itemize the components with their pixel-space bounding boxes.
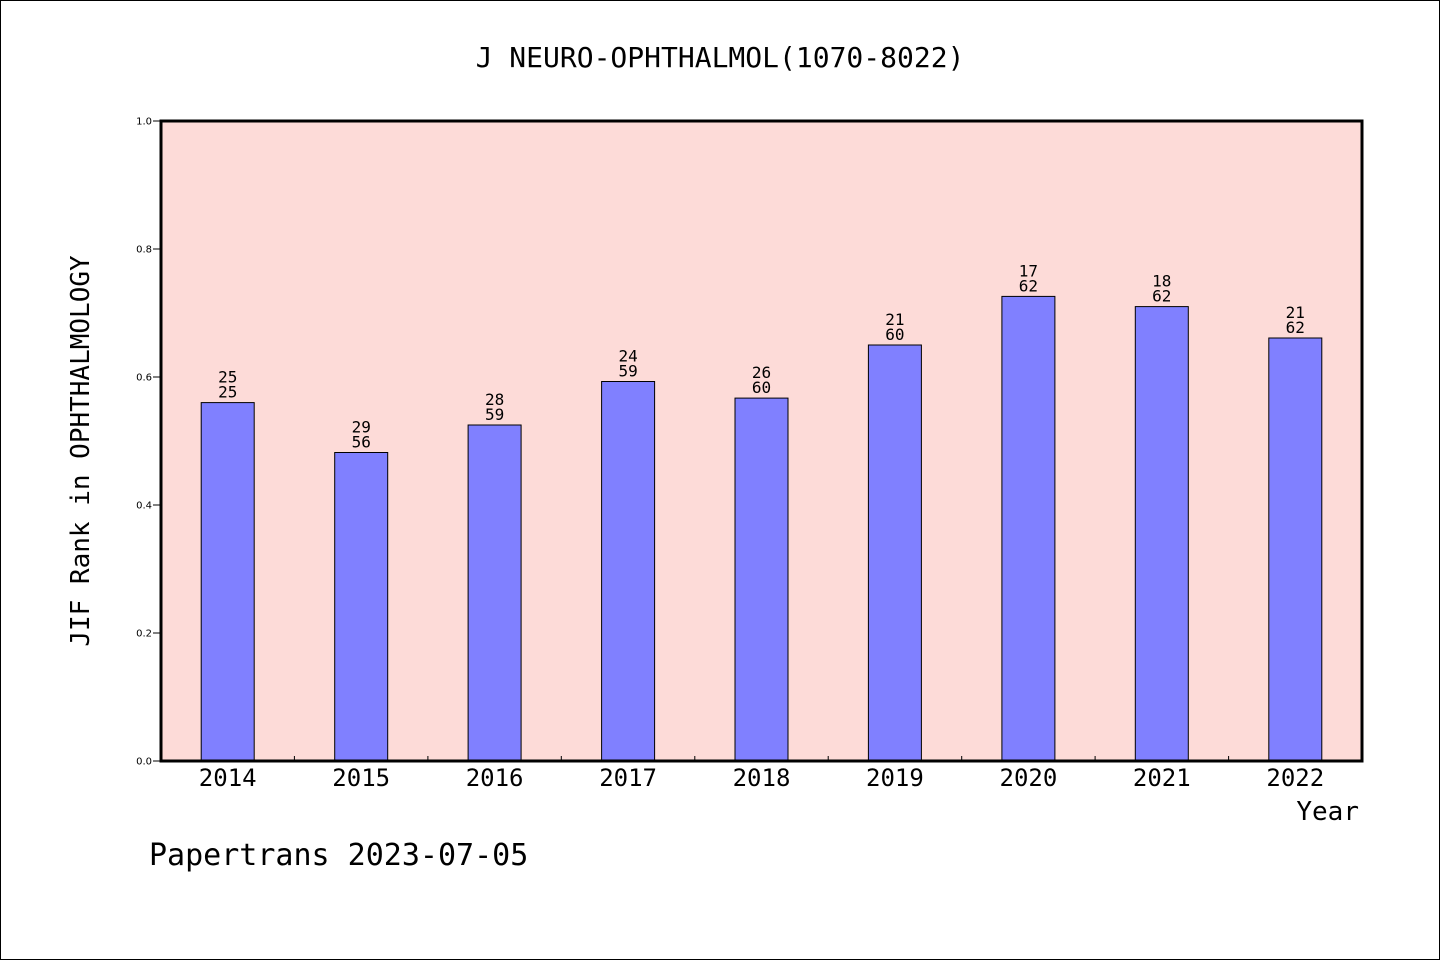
bar-rank-label-2020: 17: [1019, 261, 1038, 280]
bar-rank-label-2022: 21: [1286, 303, 1305, 322]
bar-2015: [334, 452, 389, 762]
y-axis-label: JIF Rank in OPHTHALMOLOGY: [66, 255, 96, 647]
x-tick-label-2017: 2017: [599, 764, 657, 792]
bar-2020: [1001, 295, 1056, 762]
bar-total-label-2015: 56: [352, 433, 371, 452]
y-tick-label: 0.6: [136, 373, 152, 384]
bar-2016: [467, 424, 522, 762]
x-tick-label-2016: 2016: [466, 764, 524, 792]
chart-title: J NEURO-OPHTHALMOL(1070-8022): [476, 41, 965, 74]
x-tick-label-2020: 2020: [1000, 764, 1058, 792]
bar-rank-label-2018: 26: [752, 363, 771, 382]
bar-rank-label-2019: 21: [885, 310, 904, 329]
bar-total-label-2018: 60: [752, 378, 771, 397]
x-tick-label-2022: 2022: [1266, 764, 1324, 792]
bar-total-label-2021: 62: [1152, 287, 1171, 306]
x-tick-label-2015: 2015: [332, 764, 390, 792]
x-axis-label: Year: [1296, 797, 1359, 827]
footer-credit: Papertrans 2023-07-05: [149, 838, 528, 873]
y-tick-label: 1.0: [136, 117, 152, 128]
bar-rank-label-2017: 24: [618, 347, 637, 366]
bar-2014: [200, 402, 255, 762]
bar-total-label-2014: 25: [218, 383, 237, 402]
bar-2017: [601, 381, 656, 762]
y-tick-label: 0.2: [136, 629, 152, 640]
x-tick-label-2018: 2018: [733, 764, 791, 792]
x-tick-label-2019: 2019: [866, 764, 924, 792]
bar-2019: [867, 344, 922, 762]
bar-total-label-2019: 60: [885, 325, 904, 344]
bar-total-label-2022: 62: [1286, 318, 1305, 337]
bar-2021: [1134, 306, 1189, 762]
plot-border: [159, 119, 1364, 763]
y-tick-label: 0.4: [136, 501, 152, 512]
bar-rank-label-2016: 28: [485, 390, 504, 409]
x-tick-label-2014: 2014: [199, 764, 257, 792]
ticks-layer: 2014 2015 2016 2017 2018 2019 2020 2021 2022 0.0 0…: [136, 117, 1324, 793]
y-tick-label: 0.8: [136, 245, 152, 256]
bar-2018: [734, 397, 789, 762]
x-tick-label-2021: 2021: [1133, 764, 1191, 792]
bar-total-label-2020: 62: [1019, 276, 1038, 295]
bar-total-label-2017: 59: [618, 362, 637, 381]
y-tick-label: 0.0: [136, 757, 152, 768]
bar-rank-label-2015: 29: [352, 418, 371, 437]
bar-rank-label-2021: 18: [1152, 272, 1171, 291]
bar-rank-label-2014: 25: [218, 368, 237, 387]
bar-total-label-2016: 59: [485, 405, 504, 424]
bars-layer: [200, 295, 1323, 762]
bar-2022: [1268, 337, 1323, 762]
